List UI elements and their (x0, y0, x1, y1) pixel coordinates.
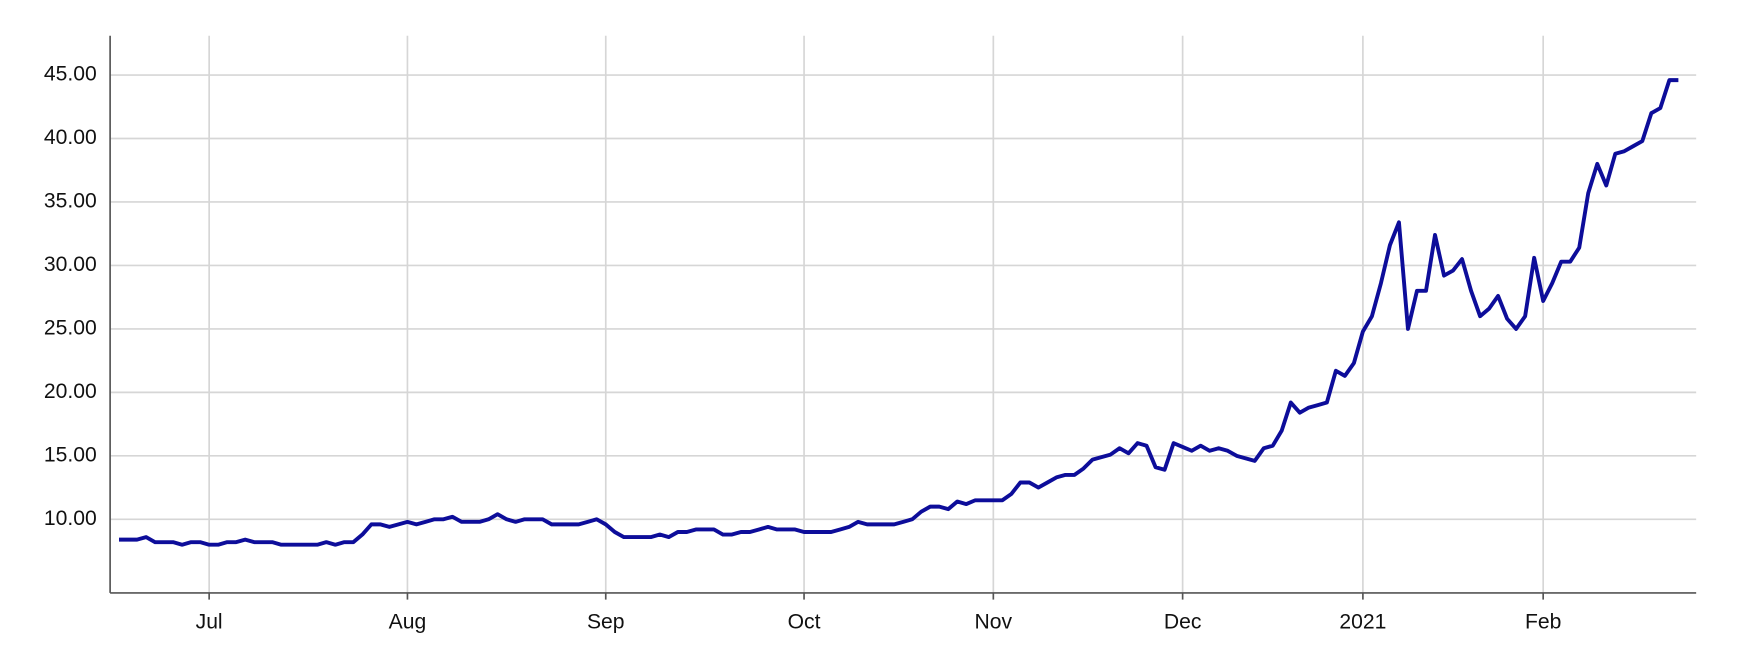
x-tick-label: Feb (1525, 611, 1561, 634)
y-tick-label: 40.00 (44, 126, 97, 149)
x-tick-label: 2021 (1339, 611, 1386, 634)
x-tick-label: Aug (389, 611, 427, 634)
y-tick-label: 35.00 (44, 190, 97, 213)
x-tick-label: Jul (196, 611, 223, 634)
y-tick-label: 20.00 (44, 380, 97, 403)
grid (110, 35, 1697, 593)
y-tick-label: 10.00 (44, 507, 97, 530)
x-tick-label: Sep (587, 611, 625, 634)
plot (119, 78, 1679, 547)
x-tick-label: Nov (975, 611, 1013, 634)
line (119, 78, 1679, 547)
y-tick-label: 45.00 (44, 63, 97, 86)
y-tick-label: 25.00 (44, 316, 97, 339)
y-tick-label: 15.00 (44, 443, 97, 466)
x-tick-label: Oct (788, 611, 821, 634)
y-tick-label: 30.00 (44, 253, 97, 276)
x-tick-label: Dec (1164, 611, 1202, 634)
